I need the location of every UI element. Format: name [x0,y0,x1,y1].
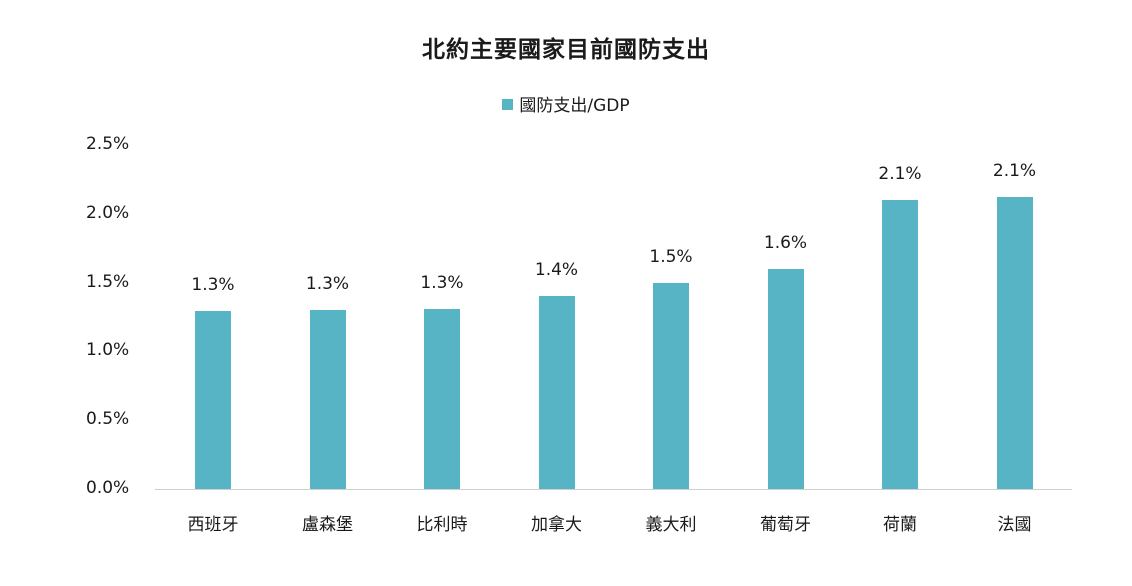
x-axis-line [155,489,1072,490]
y-tick-label: 1.5% [86,271,130,292]
data-label: 1.3% [420,272,464,293]
y-tick-label: 1.0% [86,340,130,361]
x-tick-label: 加拿大 [531,515,582,535]
x-tick-label: 法國 [997,515,1032,535]
bar [653,282,689,489]
bar [882,200,918,489]
legend-label: 國防支出/GDP [519,96,630,116]
y-tick-label: 2.0% [86,202,130,223]
y-tick-label: 0.5% [86,409,130,430]
data-label: 1.3% [191,275,235,296]
legend: 國防支出/GDP [0,91,1132,116]
x-tick-label: 荷蘭 [883,515,917,535]
y-tick-label: 2.5% [86,134,130,154]
data-label: 1.5% [649,246,693,267]
data-label: 1.6% [763,232,808,253]
x-tick-label: 葡萄牙 [760,515,811,535]
x-tick-label: 盧森堡 [302,515,353,535]
chart-title: 北約主要國家目前國防支出 [422,37,710,63]
bar [309,310,346,489]
data-label: 1.4% [534,260,579,281]
y-tick-label: 0.0% [86,478,130,498]
bar [538,296,575,489]
bar [424,308,460,489]
x-tick-label: 西班牙 [187,515,239,535]
bar [767,268,804,489]
x-tick-label: 義大利 [645,515,697,535]
x-tick-label: 比利時 [416,515,468,535]
bar [195,311,231,489]
data-label: 1.3% [305,274,350,295]
data-label: 2.1% [878,164,922,185]
legend-swatch [502,99,514,110]
data-label: 2.1% [992,161,1037,182]
bar [996,197,1033,489]
